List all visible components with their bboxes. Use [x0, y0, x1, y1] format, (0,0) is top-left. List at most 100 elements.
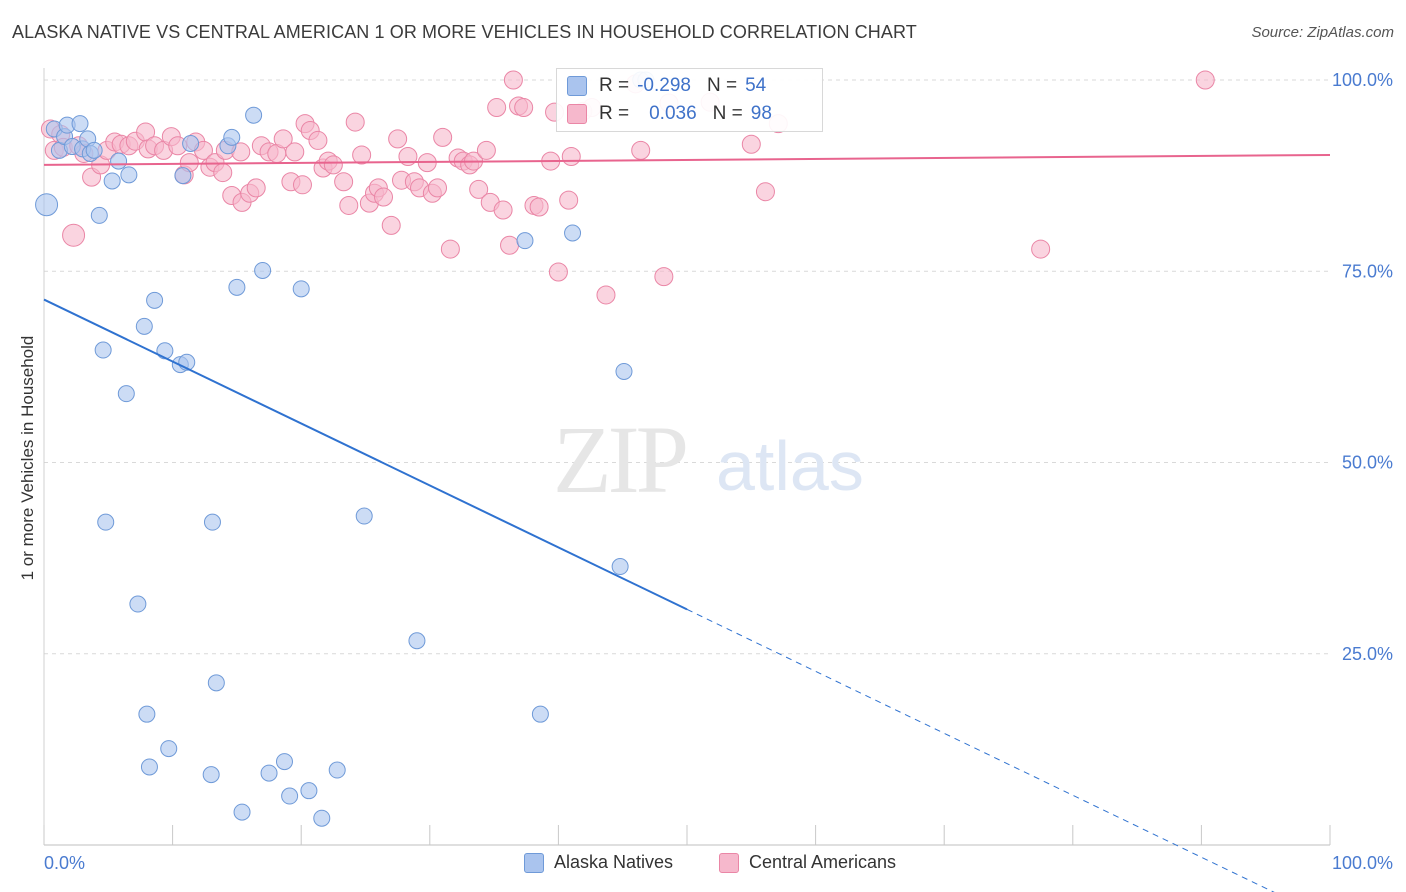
data-point — [281, 787, 299, 805]
data-point — [156, 342, 174, 360]
data-point — [260, 764, 278, 782]
data-point — [514, 98, 534, 118]
data-point — [308, 130, 328, 150]
n-value: 54 — [745, 75, 767, 96]
data-point — [476, 140, 496, 160]
y-tick-label: 25.0% — [1342, 644, 1393, 664]
data-point — [245, 106, 263, 124]
data-point — [223, 128, 241, 146]
data-point — [146, 291, 164, 309]
data-point — [300, 782, 318, 800]
r-label: R = — [599, 103, 630, 124]
data-point — [398, 147, 418, 166]
n-label: N = — [712, 103, 743, 124]
data-point — [85, 141, 103, 159]
chart-title: ALASKA NATIVE VS CENTRAL AMERICAN 1 OR M… — [12, 22, 917, 42]
data-point — [35, 193, 59, 217]
data-point — [138, 705, 156, 723]
watermark-zip: ZIP — [553, 406, 686, 513]
data-point — [110, 152, 128, 170]
alaska-natives-trend-extension — [686, 608, 1275, 892]
series-central-americans — [40, 70, 1215, 305]
data-point — [160, 740, 178, 758]
data-point — [292, 175, 312, 195]
x-tick-label: 0.0% — [44, 853, 85, 873]
data-point — [174, 167, 192, 185]
data-point — [285, 142, 305, 162]
data-point — [254, 261, 272, 279]
data-point — [273, 129, 293, 149]
data-point — [755, 182, 775, 202]
axes — [43, 68, 1331, 846]
data-point — [741, 134, 761, 154]
gridlines — [44, 79, 1330, 655]
data-point — [433, 127, 453, 147]
chart-source: Source: ZipAtlas.com — [1251, 24, 1394, 41]
data-point — [611, 558, 629, 576]
data-point — [352, 145, 372, 165]
tick-labels: 25.0% 50.0% 75.0% 100.0% 0.0% 100.0% — [44, 70, 1393, 873]
r-value: 0.036 — [649, 103, 697, 124]
data-point — [381, 215, 401, 235]
data-point — [313, 809, 331, 827]
data-point — [117, 385, 135, 403]
stats-row-central-americans: R = 0.036 N = 98 — [567, 101, 772, 127]
data-point — [487, 98, 507, 118]
data-point — [531, 705, 549, 723]
data-point — [548, 262, 568, 282]
alaska-natives-swatch — [567, 76, 587, 96]
n-label: N = — [706, 75, 738, 96]
trend-lines — [43, 153, 1331, 892]
data-point — [559, 190, 579, 210]
data-point — [328, 761, 346, 779]
data-point — [388, 129, 408, 149]
x-tick-label: 100.0% — [1332, 853, 1393, 873]
data-point — [202, 766, 220, 784]
data-point — [97, 513, 115, 531]
data-point — [323, 155, 343, 175]
data-point — [516, 232, 534, 250]
legend-label: Alaska Natives — [554, 852, 674, 872]
data-point — [334, 172, 354, 192]
data-point — [94, 341, 112, 359]
data-point — [1195, 70, 1215, 90]
stats-legend: R = -0.298 N = 54 R = 0.036 N = 98 — [556, 68, 823, 132]
n-value: 98 — [750, 103, 772, 124]
data-point — [90, 206, 108, 224]
legend-item-alaska-natives[interactable]: Alaska Natives — [524, 852, 673, 873]
legend-item-central-americans[interactable]: Central Americans — [719, 852, 896, 873]
data-point — [120, 166, 138, 184]
stats-row-alaska-natives: R = -0.298 N = 54 — [567, 73, 766, 99]
data-point — [440, 239, 460, 259]
data-point — [140, 758, 158, 776]
data-point — [428, 178, 448, 198]
data-point — [631, 140, 651, 160]
y-tick-label: 50.0% — [1342, 453, 1393, 473]
central-americans-swatch — [567, 104, 587, 124]
data-point — [135, 317, 153, 335]
r-value: -0.298 — [637, 75, 691, 96]
data-point — [564, 224, 582, 242]
data-point — [203, 513, 221, 531]
data-point — [1031, 239, 1051, 259]
data-point — [228, 278, 246, 296]
data-point — [71, 115, 89, 133]
alaska-natives-legend-swatch — [524, 852, 544, 873]
central-americans-trend-line — [43, 153, 1331, 166]
data-point — [493, 200, 513, 220]
y-tick-label: 100.0% — [1332, 70, 1393, 90]
data-point — [469, 179, 489, 199]
central-americans-legend-swatch — [719, 852, 739, 873]
y-tick-label: 75.0% — [1342, 261, 1393, 281]
data-point — [62, 223, 86, 247]
data-point — [615, 362, 633, 380]
data-point — [292, 280, 310, 298]
r-label: R = — [599, 75, 630, 96]
data-point — [207, 674, 225, 692]
data-point — [561, 147, 581, 166]
legend-label: Central Americans — [749, 852, 897, 872]
alaska-natives-trend-line — [43, 298, 688, 611]
data-point — [408, 632, 426, 650]
data-point — [275, 753, 293, 771]
